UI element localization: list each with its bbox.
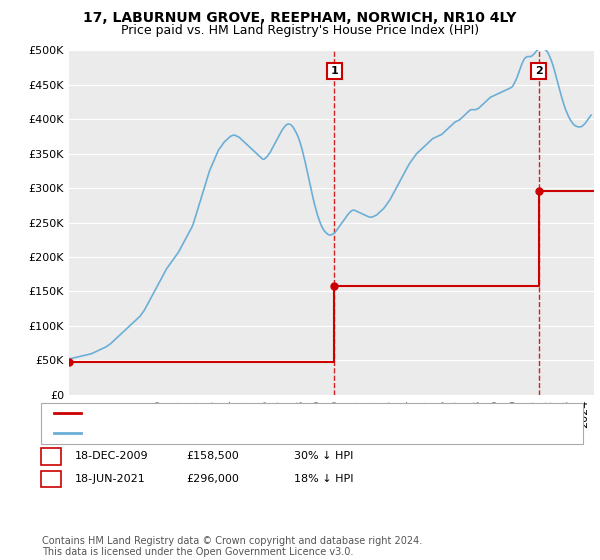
Text: 2: 2: [47, 474, 55, 484]
Text: 18% ↓ HPI: 18% ↓ HPI: [294, 474, 353, 484]
Text: £158,500: £158,500: [186, 451, 239, 461]
Text: 18-DEC-2009: 18-DEC-2009: [75, 451, 149, 461]
Text: 30% ↓ HPI: 30% ↓ HPI: [294, 451, 353, 461]
Text: HPI: Average price, detached house, Broadland: HPI: Average price, detached house, Broa…: [87, 428, 350, 438]
Text: 17, LABURNUM GROVE, REEPHAM, NORWICH, NR10 4LY: 17, LABURNUM GROVE, REEPHAM, NORWICH, NR…: [83, 11, 517, 25]
Text: 17, LABURNUM GROVE, REEPHAM, NORWICH, NR10 4LY (detached house): 17, LABURNUM GROVE, REEPHAM, NORWICH, NR…: [87, 408, 499, 418]
Text: Price paid vs. HM Land Registry's House Price Index (HPI): Price paid vs. HM Land Registry's House …: [121, 24, 479, 37]
Text: £296,000: £296,000: [186, 474, 239, 484]
Text: 2: 2: [535, 66, 542, 76]
Text: 1: 1: [47, 451, 55, 461]
Text: 1: 1: [331, 66, 338, 76]
Text: 18-JUN-2021: 18-JUN-2021: [75, 474, 146, 484]
Text: Contains HM Land Registry data © Crown copyright and database right 2024.
This d: Contains HM Land Registry data © Crown c…: [42, 535, 422, 557]
